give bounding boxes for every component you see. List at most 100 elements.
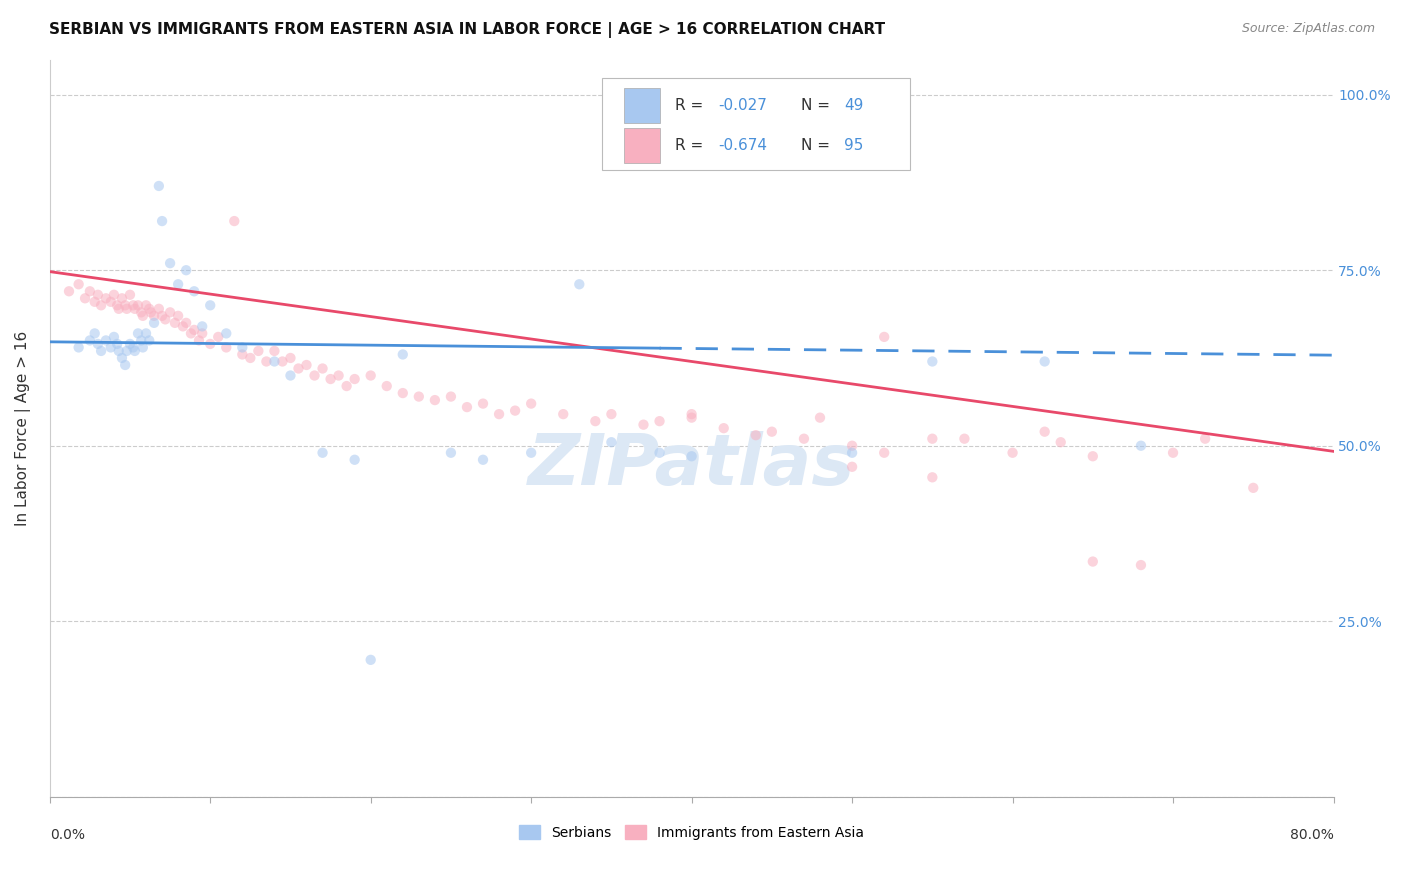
- Text: 0.0%: 0.0%: [49, 828, 84, 842]
- Point: [360, 653, 382, 667]
- Point: [127, 298, 149, 312]
- Point: [304, 368, 326, 383]
- Point: [311, 361, 333, 376]
- Point: [793, 432, 815, 446]
- Point: [503, 403, 526, 417]
- Point: [472, 452, 495, 467]
- Point: [124, 301, 146, 316]
- Point: [254, 354, 277, 368]
- Point: [1033, 354, 1056, 368]
- Point: [79, 334, 101, 348]
- Point: [139, 305, 162, 319]
- Text: -0.027: -0.027: [718, 98, 768, 113]
- Point: [391, 347, 413, 361]
- Point: [648, 446, 671, 460]
- Point: [167, 309, 190, 323]
- Point: [1001, 446, 1024, 460]
- Point: [841, 446, 863, 460]
- Point: [122, 341, 145, 355]
- Point: [174, 263, 197, 277]
- Point: [94, 334, 117, 348]
- Point: [681, 407, 703, 421]
- Point: [150, 214, 173, 228]
- Point: [440, 446, 463, 460]
- Point: [67, 277, 90, 292]
- Point: [328, 368, 350, 383]
- Point: [183, 323, 205, 337]
- Point: [118, 337, 141, 351]
- Point: [1129, 439, 1152, 453]
- Point: [311, 446, 333, 460]
- Point: [138, 301, 160, 316]
- Point: [391, 386, 413, 401]
- Point: [319, 372, 342, 386]
- Text: ZIPatlas: ZIPatlas: [527, 431, 855, 500]
- Point: [183, 285, 205, 299]
- Text: N =: N =: [801, 137, 835, 153]
- Point: [1081, 449, 1104, 463]
- Point: [1033, 425, 1056, 439]
- Point: [129, 305, 152, 319]
- Point: [808, 410, 831, 425]
- Point: [231, 347, 253, 361]
- Point: [143, 309, 166, 323]
- Point: [841, 439, 863, 453]
- Point: [280, 351, 302, 365]
- Point: [1081, 555, 1104, 569]
- Point: [73, 291, 96, 305]
- Point: [648, 414, 671, 428]
- Point: [191, 319, 214, 334]
- Point: [129, 334, 152, 348]
- Point: [456, 400, 478, 414]
- Point: [90, 343, 112, 358]
- Legend: Serbians, Immigrants from Eastern Asia: Serbians, Immigrants from Eastern Asia: [513, 819, 870, 845]
- Point: [172, 319, 194, 334]
- Text: Source: ZipAtlas.com: Source: ZipAtlas.com: [1241, 22, 1375, 36]
- Point: [224, 214, 246, 228]
- Point: [163, 316, 186, 330]
- Point: [921, 354, 943, 368]
- Point: [83, 326, 105, 341]
- Point: [921, 432, 943, 446]
- Text: -0.674: -0.674: [718, 137, 768, 153]
- Point: [239, 351, 262, 365]
- Point: [159, 256, 181, 270]
- Point: [111, 351, 134, 365]
- Point: [132, 309, 155, 323]
- Text: 49: 49: [845, 98, 863, 113]
- Point: [247, 343, 270, 358]
- Point: [180, 326, 202, 341]
- Point: [360, 368, 382, 383]
- Point: [568, 277, 591, 292]
- Point: [633, 417, 655, 432]
- Point: [343, 452, 366, 467]
- FancyBboxPatch shape: [602, 78, 910, 170]
- Point: [148, 301, 170, 316]
- Point: [67, 341, 90, 355]
- Point: [295, 358, 318, 372]
- Point: [600, 407, 623, 421]
- Point: [150, 309, 173, 323]
- Point: [1194, 432, 1216, 446]
- Point: [215, 326, 238, 341]
- Point: [143, 316, 166, 330]
- Point: [155, 312, 177, 326]
- Point: [423, 393, 446, 408]
- Text: R =: R =: [675, 137, 709, 153]
- Point: [100, 294, 122, 309]
- Point: [207, 330, 229, 344]
- Point: [167, 277, 190, 292]
- Point: [263, 343, 285, 358]
- Point: [873, 330, 896, 344]
- Point: [841, 459, 863, 474]
- Point: [94, 291, 117, 305]
- Point: [488, 407, 510, 421]
- Point: [122, 298, 145, 312]
- Point: [58, 285, 80, 299]
- Y-axis label: In Labor Force | Age > 16: In Labor Force | Age > 16: [15, 331, 31, 525]
- Point: [336, 379, 359, 393]
- Point: [745, 428, 768, 442]
- Point: [520, 446, 543, 460]
- Point: [583, 414, 606, 428]
- Point: [115, 301, 138, 316]
